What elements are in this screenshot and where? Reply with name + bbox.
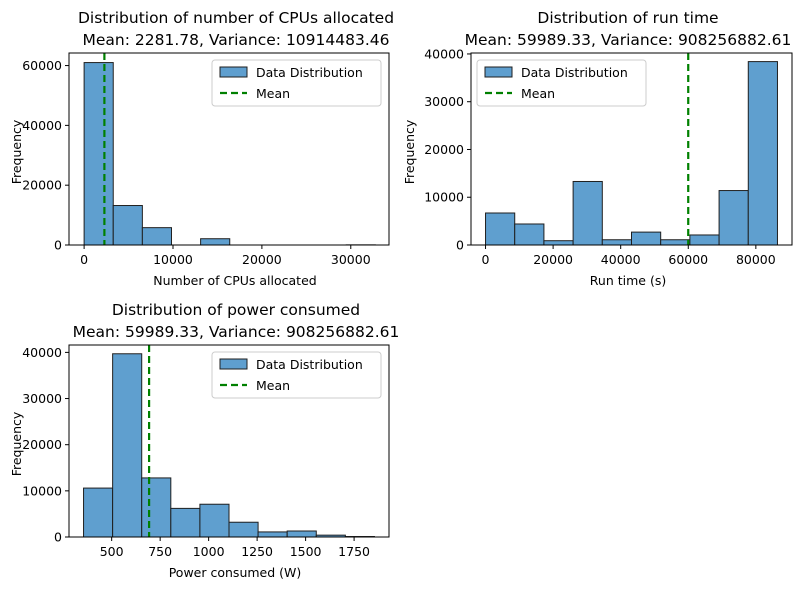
legend: Data Distribution Mean [476,59,647,107]
chart-title-line1: Distribution of power consumed [112,301,360,319]
x-tick-label: 20000 [533,252,573,267]
x-tick-label: 1750 [338,544,370,559]
y-tick-label: 40000 [424,46,464,61]
x-tick-label: 10000 [153,252,193,267]
legend-swatch-hist [219,358,248,370]
histogram-bar [747,61,778,246]
legend-label-hist: Data Distribution [256,357,363,372]
legend-swatch-hist [484,66,513,78]
chart-title-line2: Mean: 2281.78, Variance: 10914483.46 [83,31,390,49]
legend-label-hist: Data Distribution [521,65,628,80]
legend-label-hist: Data Distribution [256,65,363,80]
y-axis-label: Frequency [402,119,417,184]
legend-box [211,351,382,399]
x-tick-label: 1250 [241,544,273,559]
legend-swatch-hist [219,66,248,78]
x-tick-label: 60000 [668,252,708,267]
axes-frame [68,52,390,246]
chart-cpus-allocated: Distribution of number of CPUs allocated… [9,9,394,288]
y-tick-label: 40000 [22,345,62,360]
histogram-bar [170,507,201,538]
x-axis-label: Power consumed (W) [169,565,302,580]
histogram-bar [199,503,230,538]
x-tick-label: 0 [482,252,490,267]
histogram-bar [141,477,172,538]
histogram-bar [689,234,720,246]
histogram-bar [514,223,545,246]
x-tick-label: 1500 [290,544,322,559]
x-tick-label: 1000 [193,544,225,559]
x-tick-label: 20000 [242,252,282,267]
legend-label-mean: Mean [256,378,290,393]
histogram-bar [286,530,317,538]
chart-run-time: Distribution of run time Mean: 59989.33,… [402,9,793,288]
y-tick-label: 60000 [22,58,62,73]
chart-title-line2: Mean: 59989.33, Variance: 908256882.61 [73,323,400,341]
y-tick-label: 20000 [424,142,464,157]
y-axis-label: Frequency [9,119,24,184]
y-tick-label: 30000 [22,391,62,406]
histogram-bar [257,531,288,538]
x-tick-label: 500 [100,544,124,559]
x-axis-label: Run time (s) [590,273,666,288]
y-tick-label: 30000 [424,94,464,109]
y-tick-label: 0 [54,530,62,545]
histogram-bar [631,231,662,246]
histogram-bar [112,205,143,246]
chart-power-consumed: Distribution of power consumed Mean: 599… [9,301,399,580]
histogram-bar [228,521,259,538]
y-tick-label: 20000 [22,437,62,452]
legend-label-mean: Mean [256,86,290,101]
histogram-bar [601,239,633,246]
histogram-bar [200,238,231,246]
histogram-bar [83,487,114,538]
histogram-bar [83,62,114,246]
legend: Data Distribution Mean [211,59,382,107]
x-tick-label: 0 [80,252,88,267]
legend-box [211,59,382,107]
legend-box [476,59,647,107]
y-tick-label: 0 [54,238,62,253]
y-tick-label: 10000 [424,190,464,205]
legend: Data Distribution Mean [211,351,382,399]
y-tick-label: 40000 [22,118,62,133]
chart-title-line2: Mean: 59989.33, Variance: 908256882.61 [465,31,792,49]
x-tick-label: 80000 [736,252,776,267]
y-tick-label: 10000 [22,483,62,498]
legend-label-mean: Mean [521,86,555,101]
x-axis-label: Number of CPUs allocated [153,273,316,288]
histogram-bar [718,190,749,246]
histogram-bar [660,239,691,246]
x-tick-label: 30000 [331,252,371,267]
histogram-bar [112,353,143,538]
chart-title-line1: Distribution of run time [537,9,718,27]
y-tick-label: 20000 [22,178,62,193]
histogram-bar [543,240,574,246]
histogram-bar [141,227,172,246]
chart-title-line1: Distribution of number of CPUs allocated [78,9,394,27]
x-tick-label: 40000 [601,252,641,267]
axes-frame [68,344,390,538]
histogram-bar [485,212,516,246]
y-tick-label: 0 [456,238,464,253]
histogram-bar [572,180,603,246]
y-axis-label: Frequency [9,411,24,476]
x-tick-label: 750 [148,544,172,559]
